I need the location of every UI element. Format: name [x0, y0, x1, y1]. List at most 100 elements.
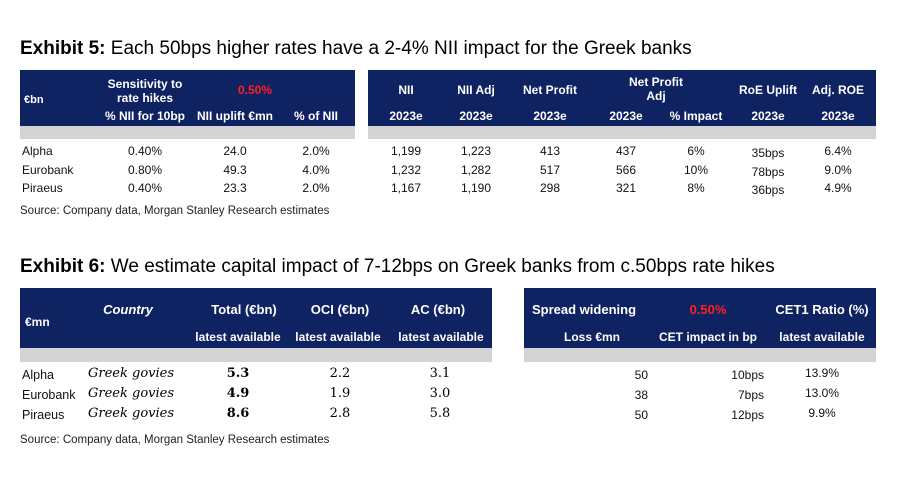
cell: 5.8 — [429, 406, 451, 421]
row-bank: Eurobank — [22, 389, 76, 402]
row-bank: Eurobank — [22, 163, 74, 177]
cell: 1,190 — [460, 181, 492, 195]
exhibit6-label: Exhibit 6: — [20, 256, 106, 277]
exhibit5-title: Exhibit 5: Each 50bps higher rates have … — [20, 38, 692, 60]
col-subheader: 2023e — [389, 109, 423, 123]
col-header: OCI (€bn) — [310, 302, 370, 317]
exhibit5-title-text: Each 50bps higher rates have a 2-4% NII … — [110, 38, 692, 59]
row-bank: Alpha — [22, 368, 54, 382]
cell: 7bps — [737, 388, 764, 402]
cell: 517 — [539, 163, 561, 177]
cell: 437 — [615, 144, 637, 158]
cell-total: 8.6 — [226, 406, 250, 421]
row-country: Greek govies — [88, 386, 175, 401]
cell: 10% — [683, 163, 709, 177]
col-subheader: latest available — [398, 330, 484, 344]
col-subheader: 2023e — [821, 109, 855, 123]
col-header: NII — [398, 83, 414, 97]
col-header: Net Profit — [523, 83, 577, 97]
sensitivity-value: 0.50% — [237, 83, 273, 97]
cell: 4.9% — [824, 181, 852, 195]
col-header: Net Profit Adj — [629, 75, 683, 103]
cell: 24.0 — [223, 144, 247, 158]
exhibit6-title: Exhibit 6: We estimate capital impact of… — [20, 256, 775, 278]
col-subheader: latest available — [195, 330, 281, 344]
country-header: Country — [103, 302, 153, 317]
col-subheader: CET impact in bp — [658, 330, 758, 344]
cell: 13.9% — [804, 366, 840, 380]
cell-total: 4.9 — [226, 386, 250, 401]
cell: 298 — [539, 181, 561, 195]
exhibit5-label: Exhibit 5: — [20, 38, 106, 59]
cell: 0.80% — [127, 163, 163, 177]
cell: 4.0% — [302, 163, 330, 177]
exhibit5-source: Source: Company data, Morgan Stanley Res… — [20, 205, 330, 217]
cell: 36bps — [751, 183, 785, 197]
col-header: AC (€bn) — [410, 302, 466, 317]
cell: 3.1 — [429, 366, 451, 381]
cell: 50 — [634, 368, 648, 382]
cell: 413 — [539, 144, 561, 158]
cell: 1,232 — [390, 163, 422, 177]
cell: 2.8 — [329, 406, 351, 421]
row-bank: Piraeus — [22, 181, 63, 195]
cell: 13.0% — [804, 386, 840, 400]
cet1-label: CET1 Ratio (%) — [775, 302, 869, 317]
col-header: % NII for 10bp — [104, 109, 186, 123]
cell: 2.0% — [302, 144, 330, 158]
cell: 6% — [687, 144, 705, 158]
exhibit5-left-table: €bn Sensitivity to rate hikes 0.50% % NI… — [20, 70, 355, 196]
cell: 38 — [634, 388, 648, 402]
col-header: Total (€bn) — [211, 302, 277, 317]
header-divider-band — [368, 126, 876, 139]
cell: 78bps — [751, 165, 785, 179]
table-header — [20, 288, 492, 348]
spread-label: Spread widening — [532, 302, 637, 317]
unit-label: €bn — [24, 94, 44, 106]
cell: 321 — [615, 181, 637, 195]
cell: 12bps — [731, 408, 764, 422]
cell: 50 — [634, 408, 648, 422]
table-header — [20, 70, 355, 126]
cell: 0.40% — [127, 144, 163, 158]
col-subheader: 2023e — [609, 109, 643, 123]
cell: 1,223 — [460, 144, 492, 158]
cell: 9.0% — [824, 163, 852, 177]
col-subheader: latest available — [295, 330, 381, 344]
table-header — [524, 288, 876, 348]
col-subheader: Loss €mn — [563, 330, 620, 344]
cell: 6.4% — [824, 144, 852, 158]
col-header: RoE Uplift — [739, 83, 797, 97]
cell: 9.9% — [808, 406, 836, 420]
unit-label: €mn — [25, 315, 50, 329]
cell-total: 5.3 — [226, 366, 250, 381]
cell: 23.3 — [223, 181, 247, 195]
cell: 1,199 — [390, 144, 422, 158]
cell: 2.0% — [302, 181, 330, 195]
col-header: Adj. ROE — [811, 83, 865, 97]
cell: 35bps — [751, 146, 785, 160]
exhibit6-source: Source: Company data, Morgan Stanley Res… — [20, 434, 330, 446]
header-divider-band — [524, 348, 876, 362]
exhibit6-left-table: €mn Country Total (€bn) OCI (€bn) AC (€b… — [20, 288, 492, 428]
exhibit6-title-text: We estimate capital impact of 7-12bps on… — [110, 256, 775, 277]
col-header: NII uplift €mn — [197, 109, 273, 123]
col-subheader: latest available — [779, 330, 865, 344]
cell: 10bps — [731, 368, 764, 382]
exhibit6-right-table: Spread widening 0.50% CET1 Ratio (%) Los… — [524, 288, 876, 428]
cell: 1.9 — [329, 386, 351, 401]
row-bank: Alpha — [22, 144, 53, 158]
header-divider-band — [20, 126, 355, 139]
col-header: % of NII — [294, 109, 338, 123]
row-bank: Piraeus — [22, 408, 65, 422]
exhibit5-right-table: NII NII Adj Net Profit Net Profit Adj Ro… — [368, 70, 876, 196]
col-header: NII Adj — [457, 83, 495, 97]
col-subheader: % Impact — [669, 109, 723, 123]
sensitivity-label: Sensitivity to rate hikes — [107, 77, 183, 105]
col-subheader: 2023e — [751, 109, 785, 123]
table-header — [368, 70, 876, 126]
cell: 49.3 — [223, 163, 247, 177]
row-country: Greek govies — [88, 406, 175, 421]
cell: 2.2 — [329, 366, 351, 381]
cell: 566 — [615, 163, 637, 177]
